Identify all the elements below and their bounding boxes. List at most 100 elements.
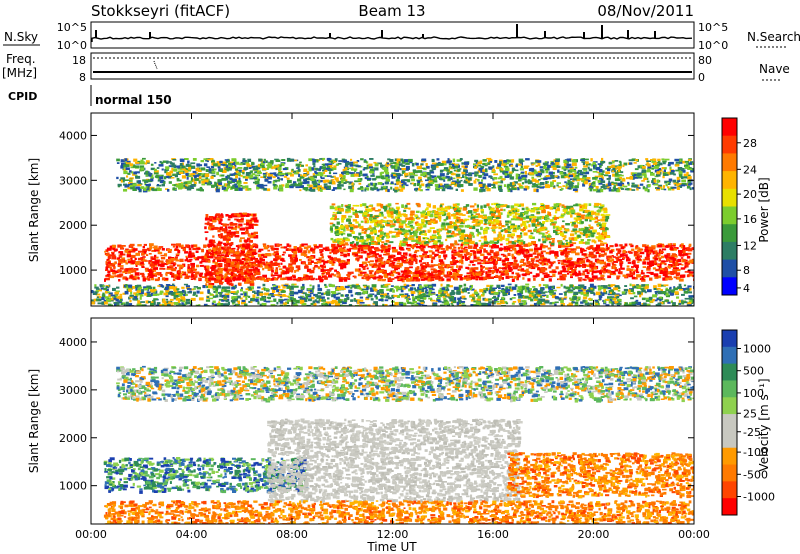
heatmap-cell — [391, 231, 396, 233]
heatmap-cell — [492, 226, 497, 229]
heatmap-cell — [238, 212, 242, 215]
heatmap-cell — [177, 249, 181, 254]
heatmap-cell — [198, 256, 204, 259]
heatmap-cell — [599, 260, 603, 265]
heatmap-cell — [314, 264, 318, 267]
heatmap-cell — [366, 278, 370, 281]
heatmap-cell — [236, 230, 240, 234]
heatmap-cell — [671, 248, 677, 251]
heatmap-cell — [624, 188, 628, 191]
heatmap-cell — [409, 161, 413, 164]
heatmap-cell — [415, 210, 420, 213]
heatmap-cell — [527, 229, 532, 233]
heatmap-cell — [117, 257, 121, 260]
heatmap-cell — [372, 167, 375, 170]
heatmap-cell — [597, 222, 601, 225]
freq-unit-label: [MHz] — [2, 66, 37, 80]
heatmap-cell — [458, 239, 463, 242]
heatmap-cell — [437, 236, 442, 240]
heatmap-cell — [105, 274, 109, 277]
heatmap-cell — [537, 252, 542, 255]
heatmap-cell — [365, 264, 369, 267]
heatmap-cell — [246, 268, 249, 273]
heatmap-cell — [502, 204, 507, 207]
heatmap-cell — [669, 256, 674, 260]
heatmap-cell — [257, 260, 262, 263]
heatmap-cell — [523, 224, 526, 229]
heatmap-cell — [589, 266, 594, 269]
heatmap-cell — [678, 173, 683, 177]
heatmap-cell — [344, 242, 349, 246]
heatmap-cell — [248, 262, 252, 265]
heatmap-cell — [553, 221, 557, 224]
heatmap-cell — [480, 226, 483, 231]
heatmap-cell — [358, 174, 361, 177]
heatmap-cell — [180, 245, 184, 249]
heatmap-cell — [605, 235, 611, 238]
heatmap-cell — [329, 222, 334, 225]
heatmap-cell — [309, 259, 313, 261]
heatmap-cell — [420, 274, 425, 277]
heatmap-cell — [636, 247, 641, 249]
heatmap-cell — [460, 243, 463, 246]
heatmap-cell — [332, 240, 337, 243]
heatmap-cell — [415, 261, 418, 264]
heatmap-cell — [560, 214, 565, 217]
heatmap-cell — [506, 228, 511, 233]
heatmap-cell — [540, 177, 545, 180]
heatmap-cell — [343, 246, 346, 249]
heatmap-cell — [674, 183, 678, 186]
heatmap-cell — [507, 266, 512, 270]
heatmap-cell — [531, 185, 536, 188]
heatmap-cell — [542, 272, 547, 275]
heatmap-cell — [208, 260, 211, 263]
heatmap-cell — [586, 272, 590, 275]
heatmap-cell — [682, 160, 686, 164]
heatmap-cell — [249, 277, 254, 281]
heatmap-cell — [240, 261, 244, 265]
heatmap-cell — [371, 246, 374, 249]
heatmap-cell — [414, 230, 419, 234]
heatmap-cell — [500, 253, 505, 256]
heatmap-cell — [594, 216, 598, 220]
heatmap-cell — [192, 158, 197, 161]
heatmap-cell — [562, 237, 566, 241]
heatmap-cell — [151, 250, 157, 252]
heatmap-cell — [247, 175, 252, 179]
heatmap-cell — [209, 224, 212, 227]
heatmap-cell — [599, 277, 604, 279]
heatmap-cell — [636, 267, 639, 270]
heatmap-cell — [382, 271, 387, 274]
heatmap-cell — [123, 277, 128, 280]
heatmap-cell — [388, 241, 394, 244]
heatmap-cell — [249, 272, 253, 276]
heatmap-cell — [588, 211, 591, 216]
heatmap-cell — [312, 187, 316, 190]
heatmap-cell — [634, 177, 639, 179]
heatmap-cell — [378, 275, 382, 278]
heatmap-cell — [572, 272, 575, 276]
heatmap-cell — [208, 216, 214, 219]
heatmap-cell — [195, 172, 199, 174]
heatmap-cell — [429, 235, 434, 240]
heatmap-cell — [363, 242, 368, 245]
heatmap-cell — [248, 233, 251, 237]
heatmap-cell — [359, 203, 363, 207]
heatmap-cell — [676, 274, 679, 277]
heatmap-cell — [430, 264, 436, 267]
heatmap-cell — [396, 262, 401, 265]
heatmap-cell — [548, 278, 552, 282]
heatmap-cell — [191, 244, 194, 248]
heatmap-cell — [601, 237, 606, 240]
heatmap-cell — [600, 226, 605, 231]
heatmap-cell — [142, 256, 146, 258]
heatmap-cell — [278, 170, 283, 173]
heatmap-cell — [598, 248, 603, 252]
heatmap-cell — [384, 208, 388, 212]
heatmap-cell — [275, 185, 279, 188]
heatmap-cell — [182, 274, 186, 276]
heatmap-cell — [596, 244, 601, 248]
heatmap-cell — [295, 163, 301, 167]
heatmap-cell — [508, 159, 513, 163]
heatmap-cell — [224, 226, 228, 230]
